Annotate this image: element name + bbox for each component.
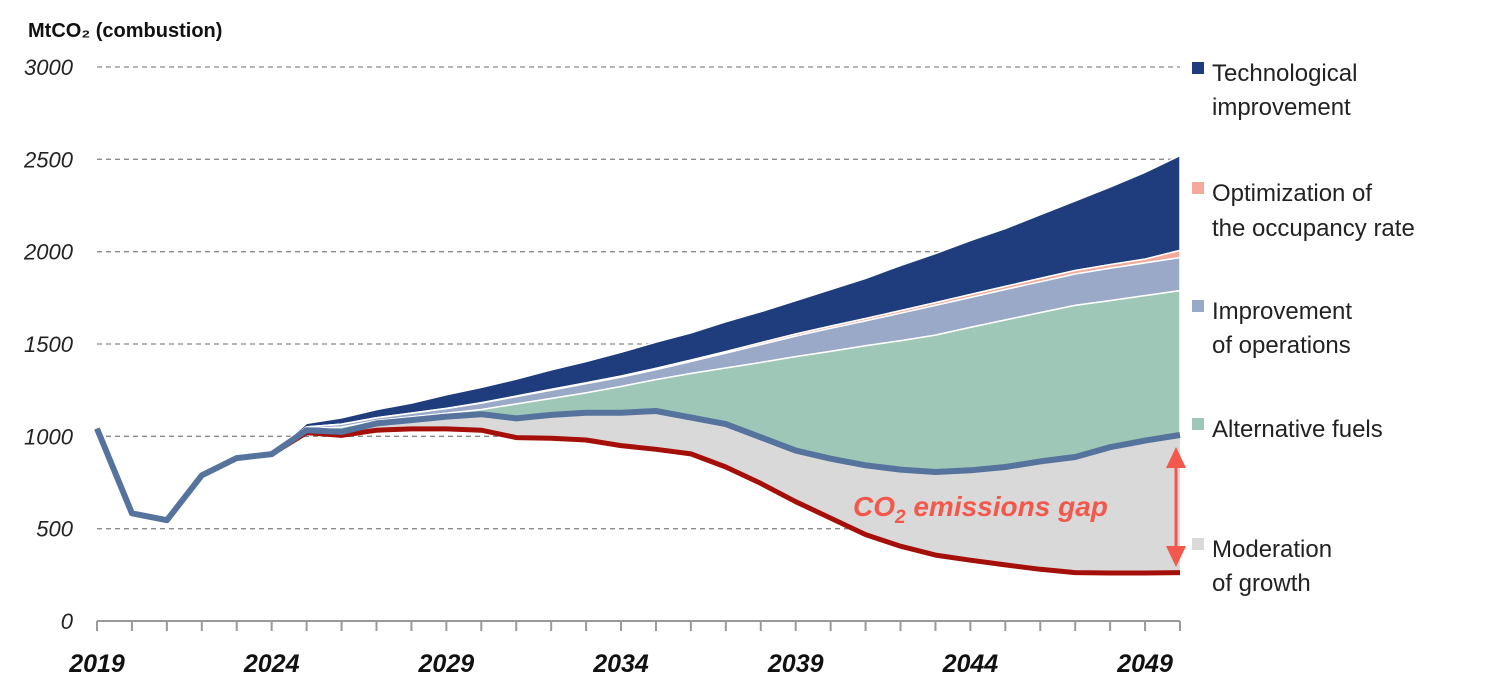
x-tick-label: 2019: [68, 650, 125, 678]
legend-label: Improvement: [1212, 298, 1352, 325]
x-tick-label: 2044: [942, 650, 999, 678]
x-tick-label: 2034: [592, 650, 649, 678]
legend-label: of operations: [1212, 332, 1351, 359]
blue-trajectory-line: [94, 408, 1181, 524]
legend-label: improvement: [1212, 94, 1351, 121]
trajectory-lines: [94, 408, 1181, 576]
x-tick-label: 2029: [418, 650, 475, 678]
y-tick-label: 3000: [24, 55, 74, 80]
legend-item: Alternative fuels: [1192, 416, 1383, 443]
legend-swatch: [1192, 300, 1204, 312]
legend-item: Moderation of growth: [1192, 536, 1332, 597]
legend-swatch: [1192, 538, 1204, 550]
legend-label: Technological: [1212, 60, 1357, 87]
legend-label: Alternative fuels: [1212, 416, 1383, 443]
y-axis-title: MtCO₂ (combustion): [28, 20, 222, 42]
gap-arrow-head-down: [1166, 546, 1186, 567]
legend: Technological improvement Optimization of t…: [1192, 60, 1415, 597]
emissions-gap-annotation: CO2 emissions gap: [853, 447, 1186, 567]
area-moderation-of-growth: [97, 411, 1180, 573]
emissions-gap-label: CO2 emissions gap: [853, 491, 1108, 528]
legend-swatch: [1192, 62, 1204, 74]
x-tick-label: 2039: [767, 650, 824, 678]
legend-label: the occupancy rate: [1212, 215, 1415, 242]
legend-item: Improvement of operations: [1192, 298, 1352, 359]
legend-item: Optimization of the occupancy rate: [1192, 180, 1415, 242]
axes: 0 500 1000 1500 2000 2500 3000 2019 2024 2029 2034…: [23, 55, 1181, 678]
legend-label: Moderation: [1212, 536, 1332, 563]
y-tick-label: 0: [61, 609, 74, 634]
legend-swatch: [1192, 418, 1204, 430]
y-tick-label: 1500: [24, 332, 74, 357]
x-tick-label: 2024: [243, 650, 300, 678]
legend-label: Optimization of: [1212, 180, 1372, 207]
y-tick-label: 2500: [23, 147, 74, 172]
legend-label: of growth: [1212, 570, 1311, 597]
gap-arrow-head-up: [1166, 447, 1186, 468]
y-tick-label: 2000: [23, 240, 74, 265]
x-tick-label: 2049: [1116, 650, 1173, 678]
legend-swatch: [1192, 182, 1204, 194]
legend-item: Technological improvement: [1192, 60, 1357, 121]
y-tick-label: 1000: [24, 424, 74, 449]
y-tick-label: 500: [36, 517, 73, 542]
